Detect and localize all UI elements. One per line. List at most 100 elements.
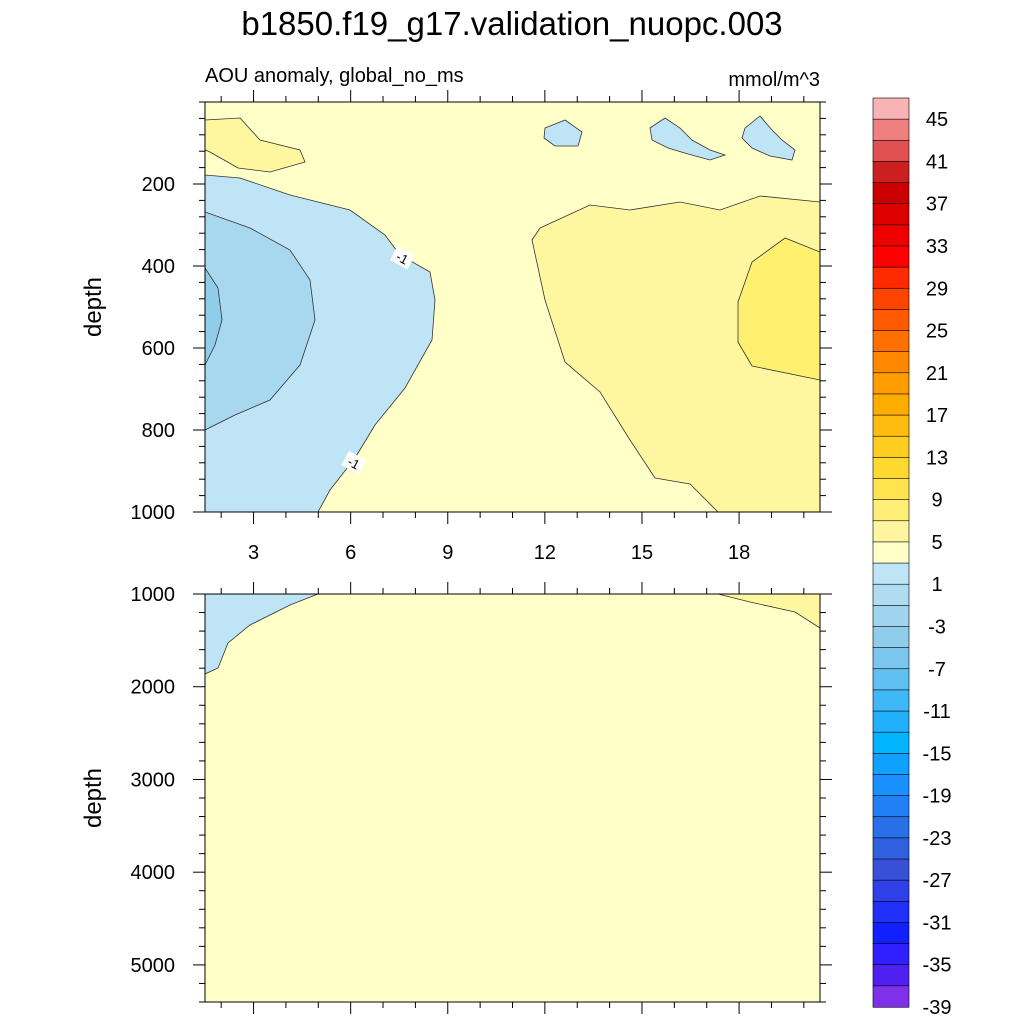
xtick-label: 15 (631, 542, 653, 564)
contour-positive-upper-right (717, 594, 820, 629)
colorbar-label: -31 (923, 912, 952, 934)
colorbar-label: 9 (931, 490, 942, 512)
colorbar-swatch (872, 478, 910, 501)
ytick-label: 1000 (131, 584, 176, 606)
colorbar-swatch (872, 309, 910, 332)
ytick-label: 5000 (131, 955, 176, 977)
colorbar-swatch (872, 879, 910, 902)
colorbar-swatch (872, 562, 910, 585)
colorbar-swatch (872, 330, 910, 353)
colorbar-swatch (872, 245, 910, 268)
contour-label: -1 (389, 246, 416, 270)
colorbar-swatch (872, 689, 910, 712)
colorbar-label: -35 (923, 955, 952, 977)
ytick-label: 800 (142, 420, 175, 442)
panel-bottom: 1000 2000 3000 4000 5000 depth (80, 582, 832, 1014)
colorbar-label: -19 (923, 786, 952, 808)
contour-positive-upper-left (205, 117, 306, 173)
colorbar-label: -23 (923, 828, 952, 850)
colorbar-swatch (872, 964, 910, 987)
colorbar-swatch (872, 901, 910, 924)
colorbar-label: 41 (926, 151, 948, 173)
colorbar-label: 21 (926, 363, 948, 385)
colorbar-swatch (872, 499, 910, 522)
colorbar-swatch (872, 541, 910, 564)
colorbar-swatch (872, 118, 910, 141)
colorbar-swatch (872, 795, 910, 818)
contour-negative-strong-left (205, 267, 223, 366)
colorbar-swatch (872, 393, 910, 416)
colorbar-swatch (872, 266, 910, 289)
colorbar-label: -3 (928, 616, 946, 638)
chart-title: b1850.f19_g17.validation_nuopc.003 (241, 5, 782, 42)
colorbar-swatch (872, 647, 910, 670)
colorbar-label: 1 (931, 574, 942, 596)
colorbar-label: -7 (928, 659, 946, 681)
colorbar-swatch (872, 203, 910, 226)
ytick-label: 2000 (131, 677, 176, 699)
xtick-label: 6 (345, 542, 356, 564)
y-axis-label: depth (80, 768, 107, 828)
colorbar-label: -15 (923, 743, 952, 765)
colorbar-swatch (872, 985, 910, 1008)
ytick-label: 3000 (131, 769, 176, 791)
colorbar-swatch (872, 753, 910, 776)
colorbar-swatch (872, 287, 910, 310)
xtick-label: 9 (442, 542, 453, 564)
colorbar-swatch (872, 605, 910, 628)
colorbar-label: 45 (926, 109, 948, 131)
ytick-label: 600 (142, 338, 175, 360)
colorbar-swatch (872, 858, 910, 881)
colorbar-swatch (872, 520, 910, 543)
contour-negative-upper-left (205, 594, 319, 675)
colorbar-swatch (872, 351, 910, 374)
ytick-label: 200 (142, 174, 175, 196)
colorbar-swatch (872, 922, 910, 945)
colorbar-swatch (872, 710, 910, 733)
colorbar-swatch (872, 182, 910, 205)
panel-top: 200 400 600 800 1000 3 6 9 12 15 18 depth -1 -1 (80, 90, 832, 564)
ytick-label: 1000 (131, 502, 176, 524)
colorbar-swatch (872, 626, 910, 649)
colorbar-label: -39 (923, 997, 952, 1019)
colorbar-label: 25 (926, 321, 948, 343)
colorbar-label: 33 (926, 236, 948, 258)
colorbar-swatch (872, 139, 910, 163)
colorbar-swatch (872, 161, 910, 184)
ytick-label: 400 (142, 256, 175, 278)
colorbar-swatch (872, 457, 910, 480)
contour-label: -1 (341, 451, 367, 475)
colorbar-swatch (872, 435, 910, 458)
colorbar-label: 13 (926, 447, 948, 469)
colorbar-swatch (872, 668, 910, 691)
colorbar-swatch (872, 774, 910, 797)
colorbar-swatch (872, 224, 910, 247)
colorbar-swatch (872, 414, 910, 437)
colorbar-label: -11 (923, 701, 950, 723)
xtick-label: 18 (728, 542, 750, 564)
contour-negative-patch-3 (741, 115, 796, 161)
chart-subtitle: AOU anomaly, global_no_ms (205, 65, 464, 87)
colorbar-swatch (872, 97, 910, 120)
colorbar-label: -27 (923, 870, 952, 892)
colorbar-label: 17 (926, 405, 948, 427)
colorbar-swatch (872, 816, 910, 839)
colorbar: 45 41 37 33 29 25 21 17 13 9 5 1 -3 -7 -11 -15 -19 -23 -27… (872, 97, 952, 1019)
contour-negative-patch-1 (543, 119, 583, 147)
colorbar-swatch (872, 837, 910, 860)
colorbar-swatch (872, 372, 910, 395)
colorbar-swatch (872, 943, 910, 966)
xtick-label: 12 (534, 542, 556, 564)
field-positive-weak (205, 594, 820, 1002)
xtick-label: 3 (248, 542, 259, 564)
colorbar-swatch (872, 583, 910, 606)
contour-negative-patch-2 (649, 117, 727, 161)
colorbar-label: 29 (926, 278, 948, 300)
contour-positive-strong-right (737, 237, 820, 381)
contour-negative-mid-left (205, 211, 316, 431)
y-axis-label: depth (80, 277, 107, 337)
colorbar-label: 5 (931, 532, 942, 554)
ytick-label: 4000 (131, 862, 176, 884)
colorbar-label: 37 (926, 194, 948, 216)
